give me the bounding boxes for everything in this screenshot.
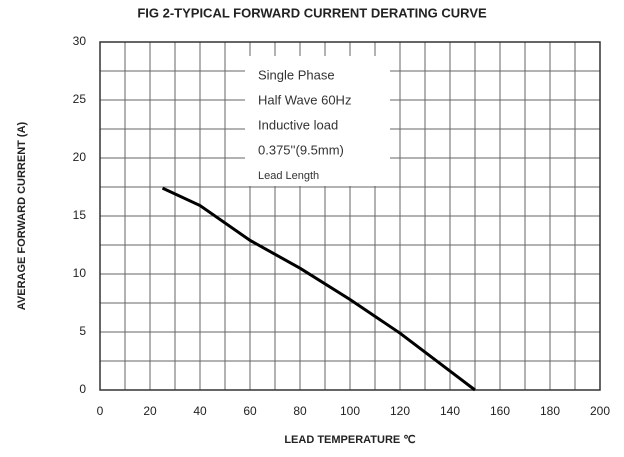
x-tick-label: 180 (540, 404, 560, 418)
annotation: Lead Length (258, 170, 319, 182)
x-tick-label: 20 (143, 404, 157, 418)
chart-title: FIG 2-TYPICAL FORWARD CURRENT DERATING C… (137, 5, 487, 20)
y-axis-label: AVERAGE FORWARD CURRENT (A) (16, 121, 28, 310)
x-tick-label: 140 (440, 404, 460, 418)
annotation: Single Phase (258, 67, 335, 82)
x-tick-label: 100 (340, 404, 360, 418)
x-tick-label: 120 (390, 404, 410, 418)
plot-frame (99, 41, 601, 391)
y-tick-label: 30 (73, 34, 87, 48)
y-tick-label: 25 (73, 92, 87, 106)
annotation: 0.375''(9.5mm) (258, 142, 344, 157)
x-tick-label: 80 (293, 404, 307, 418)
y-tick-label: 15 (73, 208, 87, 222)
y-tick-label: 5 (79, 324, 86, 338)
x-tick-label: 40 (193, 404, 207, 418)
annotation: Inductive load (258, 117, 338, 132)
y-tick-label: 0 (79, 382, 86, 396)
line (161, 186, 476, 392)
annotation-box (245, 56, 390, 186)
x-tick-label: 60 (243, 404, 257, 418)
x-tick-label: 0 (97, 404, 104, 418)
x-tick-label: 160 (490, 404, 510, 418)
y-tick-label: 20 (73, 150, 87, 164)
x-tick-label: 200 (590, 404, 610, 418)
annotation: Half Wave 60Hz (258, 92, 351, 107)
x-axis-label: LEAD TEMPERATURE ℃ (284, 434, 415, 446)
y-tick-label: 10 (73, 266, 87, 280)
